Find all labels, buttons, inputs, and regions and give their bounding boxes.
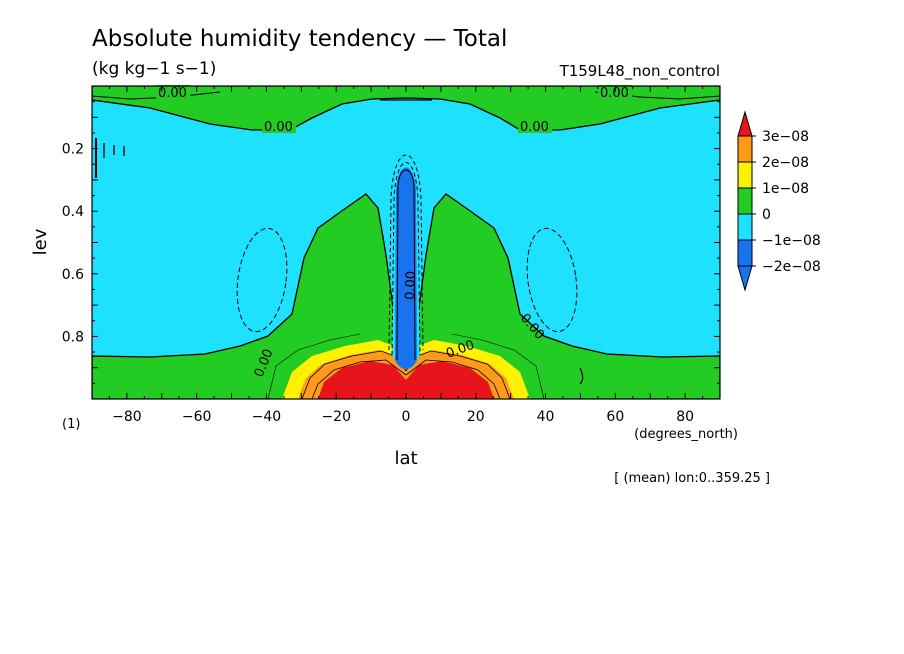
colorbar-segment [737,161,753,189]
x-tick-label: 60 [606,409,624,425]
units-label: (kg kg−1 s−1) [92,59,216,79]
colorbar-segment [737,265,753,292]
contour-label: 0.00 [158,86,187,101]
x-tick-label: 20 [467,409,485,425]
contour-label: 0.00 [264,120,293,135]
y-tick-label: 0.4 [62,204,84,220]
x-tick-label: −60 [182,409,212,425]
colorbar-label: −2e−08 [762,259,821,275]
x-axis: −80 −60 −40 −20 0 20 40 60 80 [91,86,721,425]
colorbar-segment [737,213,753,241]
x-axis-units: (degrees_north) [634,427,738,442]
chart-title: Absolute humidity tendency — Total [92,26,507,52]
colorbar-segment [737,110,753,137]
experiment-label: T159L48_non_control [559,62,720,81]
contour-label: 0.00 [520,120,549,135]
x-tick-label: −40 [252,409,282,425]
colorbar-segment [737,135,753,163]
colorbar-label: 1e−08 [762,181,809,197]
x-axis-label: lat [394,448,417,469]
x-tick-label: −80 [112,409,142,425]
colorbar-label: 3e−08 [762,129,809,145]
colorbar-segment [737,187,753,215]
y-axis: 0.2 0.4 0.6 0.8 [62,101,720,384]
colorbar: 3e−08 2e−08 1e−08 0 −1e−08 −2e−08 [737,110,821,292]
contour-field [92,86,720,399]
y-axis-label: lev [30,228,51,255]
y-tick-label: 0.2 [62,142,84,158]
x-tick-label: 0 [402,409,411,425]
averaging-note: [ (mean) lon:0..359.25 ] [614,471,770,486]
colorbar-label: −1e−08 [762,233,821,249]
x-tick-label: 40 [537,409,555,425]
y-axis-units: (1) [62,417,80,432]
colorbar-label: 2e−08 [762,155,809,171]
colorbar-label: 0 [762,207,771,223]
contour-label: 0.00 [403,271,419,300]
x-tick-label: −20 [321,409,351,425]
y-tick-label: 0.8 [62,329,84,345]
x-tick-label: 80 [676,409,694,425]
y-tick-label: 0.6 [62,267,84,283]
colorbar-segment [737,239,753,267]
contour-label: 0.00 [600,86,629,101]
